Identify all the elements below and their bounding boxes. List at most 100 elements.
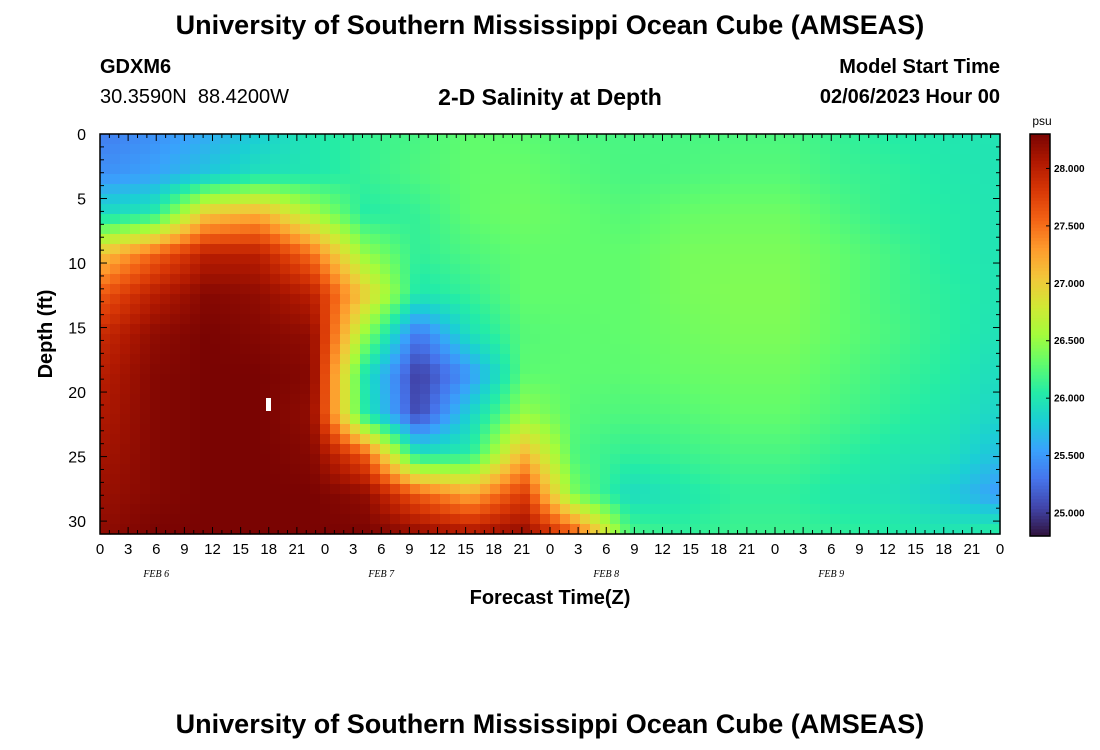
heatmap-cell	[720, 494, 731, 505]
heatmap-cell	[160, 404, 171, 415]
heatmap-cell	[550, 234, 561, 245]
heatmap-cell	[910, 454, 921, 465]
heatmap-cell	[940, 514, 951, 525]
heatmap-cell	[610, 174, 621, 185]
heatmap-cell	[820, 244, 831, 255]
heatmap-cell	[670, 304, 681, 315]
heatmap-cell	[550, 184, 561, 195]
heatmap-cell	[370, 434, 381, 445]
heatmap-cell	[890, 254, 901, 265]
heatmap-cell	[150, 434, 161, 445]
heatmap-cell	[780, 464, 791, 475]
heatmap-cell	[860, 364, 871, 375]
heatmap-cell	[530, 204, 541, 215]
heatmap-cell	[860, 204, 871, 215]
heatmap-cell	[200, 424, 211, 435]
heatmap-cell	[740, 314, 751, 325]
heatmap-cell	[690, 424, 701, 435]
heatmap-cell	[500, 184, 511, 195]
heatmap-cell	[890, 434, 901, 445]
heatmap-cell	[560, 494, 571, 505]
heatmap-cell	[120, 334, 131, 345]
heatmap-cell	[740, 274, 751, 285]
heatmap-cell	[840, 184, 851, 195]
heatmap-cell	[750, 414, 761, 425]
heatmap-cell	[650, 264, 661, 275]
heatmap-cell	[860, 314, 871, 325]
heatmap-cell	[410, 324, 421, 335]
heatmap-cell	[430, 234, 441, 245]
heatmap-cell	[310, 454, 321, 465]
heatmap-cell	[220, 234, 231, 245]
heatmap-cell	[540, 404, 551, 415]
heatmap-cell	[490, 474, 501, 485]
heatmap-cell	[130, 384, 141, 395]
heatmap-cell	[540, 494, 551, 505]
heatmap-cell	[670, 184, 681, 195]
heatmap-cell	[770, 164, 781, 175]
heatmap-cell	[370, 194, 381, 205]
heatmap-cell	[630, 424, 641, 435]
heatmap-cell	[690, 184, 701, 195]
heatmap-cell	[970, 444, 981, 455]
heatmap-cell	[800, 284, 811, 295]
heatmap-cell	[270, 174, 281, 185]
heatmap-cell	[400, 204, 411, 215]
heatmap-cell	[740, 294, 751, 305]
heatmap-cell	[690, 474, 701, 485]
heatmap-cell	[590, 294, 601, 305]
heatmap-cell	[670, 294, 681, 305]
heatmap-cell	[730, 454, 741, 465]
heatmap-cell	[140, 304, 151, 315]
heatmap-cell	[710, 264, 721, 275]
heatmap-cell	[440, 204, 451, 215]
heatmap-cell	[940, 134, 951, 145]
heatmap-cell	[110, 524, 121, 535]
heatmap-cell	[370, 494, 381, 505]
heatmap-cell	[450, 214, 461, 225]
heatmap-cell	[380, 134, 391, 145]
heatmap-cell	[130, 184, 141, 195]
heatmap-cell	[550, 294, 561, 305]
colorbar-tick-label: 28.000	[1054, 164, 1085, 175]
heatmap-cell	[200, 214, 211, 225]
heatmap-cell	[530, 234, 541, 245]
heatmap-cell	[170, 254, 181, 265]
heatmap-cell	[220, 444, 231, 455]
heatmap-cell	[770, 284, 781, 295]
heatmap-cell	[360, 164, 371, 175]
heatmap-cell	[660, 254, 671, 265]
heatmap-cell	[470, 464, 481, 475]
heatmap-cell	[720, 364, 731, 375]
heatmap-cell	[580, 144, 591, 155]
heatmap-cell	[500, 284, 511, 295]
heatmap-cell	[210, 364, 221, 375]
heatmap-cell	[940, 374, 951, 385]
colorbar-segment	[1030, 137, 1050, 142]
heatmap-cell	[580, 514, 591, 525]
heatmap-cell	[930, 354, 941, 365]
heatmap-cell	[650, 184, 661, 195]
heatmap-cell	[410, 314, 421, 325]
heatmap-cell	[830, 414, 841, 425]
heatmap-cell	[930, 334, 941, 345]
heatmap-cell	[240, 214, 251, 225]
heatmap-cell	[860, 134, 871, 145]
heatmap-cell	[530, 274, 541, 285]
heatmap-cell	[380, 164, 391, 175]
heatmap-cell	[890, 464, 901, 475]
heatmap-cell	[420, 244, 431, 255]
heatmap-cell	[700, 304, 711, 315]
heatmap-cell	[210, 184, 221, 195]
heatmap-cell	[260, 214, 271, 225]
heatmap-cell	[490, 384, 501, 395]
heatmap-cell	[460, 154, 471, 165]
heatmap-cell	[850, 394, 861, 405]
heatmap-cell	[700, 144, 711, 155]
colorbar-segment	[1030, 204, 1050, 209]
heatmap-cell	[320, 154, 331, 165]
heatmap-cell	[810, 434, 821, 445]
heatmap-cell	[850, 494, 861, 505]
heatmap-cell	[150, 524, 161, 535]
heatmap-cell	[470, 214, 481, 225]
